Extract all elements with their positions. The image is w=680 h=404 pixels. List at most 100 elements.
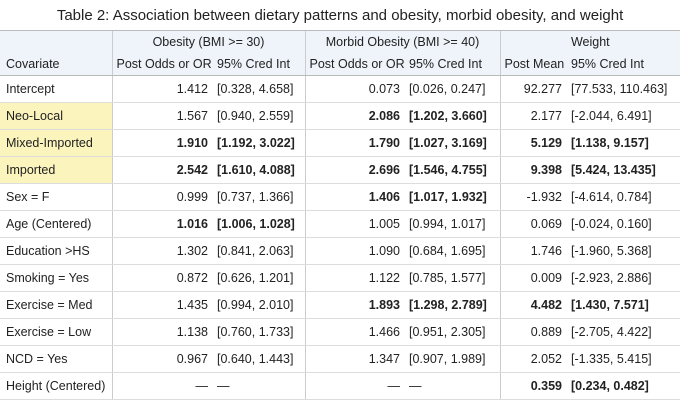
interval-cell: [0.026, 0.247]: [405, 75, 500, 103]
interval-cell: [0.907, 1.989]: [405, 345, 500, 373]
estimate-cell: —: [304, 372, 405, 400]
estimate-cell: 9.398: [499, 156, 567, 184]
covariate-label: Height (Centered): [0, 372, 112, 400]
estimate-cell: 1.005: [304, 210, 405, 238]
interval-cell: [1.192, 3.022]: [213, 129, 305, 157]
estimate-cell: 0.073: [304, 75, 405, 103]
estimate-cell: 4.482: [499, 291, 567, 319]
interval-cell: [0.760, 1.733]: [213, 318, 305, 346]
estimate-cell: 0.889: [499, 318, 567, 346]
covariate-label: Exercise = Med: [0, 291, 112, 319]
estimate-cell: 92.277: [499, 75, 567, 103]
estimate-cell: 1.138: [111, 318, 213, 346]
covariate-label: Education >HS: [0, 237, 112, 265]
interval-cell: [1.298, 2.789]: [405, 291, 500, 319]
data-row: Neo-Local 1.567 [0.940, 2.559] 2.086 [1.202,…: [0, 102, 680, 130]
data-row: Sex = F 0.999 [0.737, 1.366] 1.406 [1.017, 1…: [0, 183, 680, 211]
interval-cell: [1.546, 4.755]: [405, 156, 500, 184]
interval-cell: [1.202, 3.660]: [405, 102, 500, 130]
data-row: Smoking = Yes 0.872 [0.626, 1.201] 1.122 [0.…: [0, 264, 680, 292]
interval-cell: —: [405, 372, 500, 400]
table-title: Table 2: Association between dietary pat…: [0, 0, 680, 31]
interval-cell: [-2.923, 2.886]: [567, 264, 680, 292]
column-header: Post Mean: [499, 53, 567, 76]
estimate-cell: 0.069: [499, 210, 567, 238]
data-row: Education >HS 1.302 [0.841, 2.063] 1.090 [0.…: [0, 237, 680, 265]
interval-cell: [-1.960, 5.368]: [567, 237, 680, 265]
estimate-cell: 1.406: [304, 183, 405, 211]
interval-cell: [0.785, 1.577]: [405, 264, 500, 292]
interval-cell: [0.328, 4.658]: [213, 75, 305, 103]
estimate-cell: 2.542: [111, 156, 213, 184]
covariate-label: Exercise = Low: [0, 318, 112, 346]
data-row: NCD = Yes 0.967 [0.640, 1.443] 1.347 [0.907,…: [0, 345, 680, 373]
group-header: Weight: [499, 30, 680, 53]
estimate-cell: 1.090: [304, 237, 405, 265]
column-header: 95% Cred Int: [567, 53, 680, 76]
interval-cell: [0.940, 2.559]: [213, 102, 305, 130]
estimate-cell: 1.016: [111, 210, 213, 238]
interval-cell: [-2.044, 6.491]: [567, 102, 680, 130]
group-header: Obesity (BMI >= 30): [111, 30, 305, 53]
group-header: Morbid Obesity (BMI >= 40): [304, 30, 500, 53]
estimate-cell: 1.466: [304, 318, 405, 346]
data-row: Exercise = Low 1.138 [0.760, 1.733] 1.466 [0…: [0, 318, 680, 346]
estimate-cell: 1.567: [111, 102, 213, 130]
interval-cell: [0.640, 1.443]: [213, 345, 305, 373]
estimate-cell: 1.435: [111, 291, 213, 319]
estimate-cell: 0.967: [111, 345, 213, 373]
data-row: Imported 2.542 [1.610, 4.088] 2.696 [1.546, …: [0, 156, 680, 184]
column-header: Post Odds or OR: [304, 53, 405, 76]
estimate-cell: 2.177: [499, 102, 567, 130]
covariate-label: Smoking = Yes: [0, 264, 112, 292]
estimate-cell: 0.872: [111, 264, 213, 292]
data-row: Age (Centered) 1.016 [1.006, 1.028] 1.005 [0…: [0, 210, 680, 238]
estimate-cell: 2.696: [304, 156, 405, 184]
interval-cell: [0.994, 1.017]: [405, 210, 500, 238]
covariate-label: Sex = F: [0, 183, 112, 211]
column-header-row: Covariate Post Odds or OR 95% Cred Int Post…: [0, 53, 680, 76]
covariate-label: Imported: [0, 156, 112, 184]
column-header: Post Odds or OR: [111, 53, 213, 76]
data-row: Mixed-Imported 1.910 [1.192, 3.022] 1.790 [1…: [0, 129, 680, 157]
estimate-cell: 1.122: [304, 264, 405, 292]
data-row: Height (Centered) — — — —0.359 [0.234, 0.482]: [0, 372, 680, 400]
estimate-cell: 1.412: [111, 75, 213, 103]
interval-cell: [0.841, 2.063]: [213, 237, 305, 265]
estimate-cell: 0.999: [111, 183, 213, 211]
covariate-label: Age (Centered): [0, 210, 112, 238]
column-header: 95% Cred Int: [213, 53, 305, 76]
covariate-label: Intercept: [0, 75, 112, 103]
interval-cell: [1.138, 9.157]: [567, 129, 680, 157]
interval-cell: [-1.335, 5.415]: [567, 345, 680, 373]
interval-cell: [1.027, 3.169]: [405, 129, 500, 157]
estimate-cell: 5.129: [499, 129, 567, 157]
estimate-cell: 0.359: [499, 372, 567, 400]
estimate-cell: 2.086: [304, 102, 405, 130]
covariate-label: Neo-Local: [0, 102, 112, 130]
estimate-cell: 1.790: [304, 129, 405, 157]
covariate-label: NCD = Yes: [0, 345, 112, 373]
interval-cell: [77.533, 110.463]: [567, 75, 680, 103]
interval-cell: [-2.705, 4.422]: [567, 318, 680, 346]
interval-cell: [0.626, 1.201]: [213, 264, 305, 292]
estimate-cell: —: [111, 372, 213, 400]
data-row: Exercise = Med 1.435 [0.994, 2.010] 1.893 [1…: [0, 291, 680, 319]
estimate-cell: 1.893: [304, 291, 405, 319]
column-header: 95% Cred Int: [405, 53, 500, 76]
estimate-cell: 1.910: [111, 129, 213, 157]
data-row: Intercept 1.412 [0.328, 4.658] 0.073 [0.026,…: [0, 75, 680, 103]
interval-cell: [1.017, 1.932]: [405, 183, 500, 211]
interval-cell: [1.610, 4.088]: [213, 156, 305, 184]
interval-cell: [0.951, 2.305]: [405, 318, 500, 346]
estimate-cell: 0.009: [499, 264, 567, 292]
empty-header-cell: [0, 30, 112, 53]
covariate-label: Mixed-Imported: [0, 129, 112, 157]
estimate-cell: 1.347: [304, 345, 405, 373]
estimate-cell: -1.932: [499, 183, 567, 211]
group-header-row: Obesity (BMI >= 30) Morbid Obesity (BMI >…: [0, 30, 680, 53]
interval-cell: [0.994, 2.010]: [213, 291, 305, 319]
